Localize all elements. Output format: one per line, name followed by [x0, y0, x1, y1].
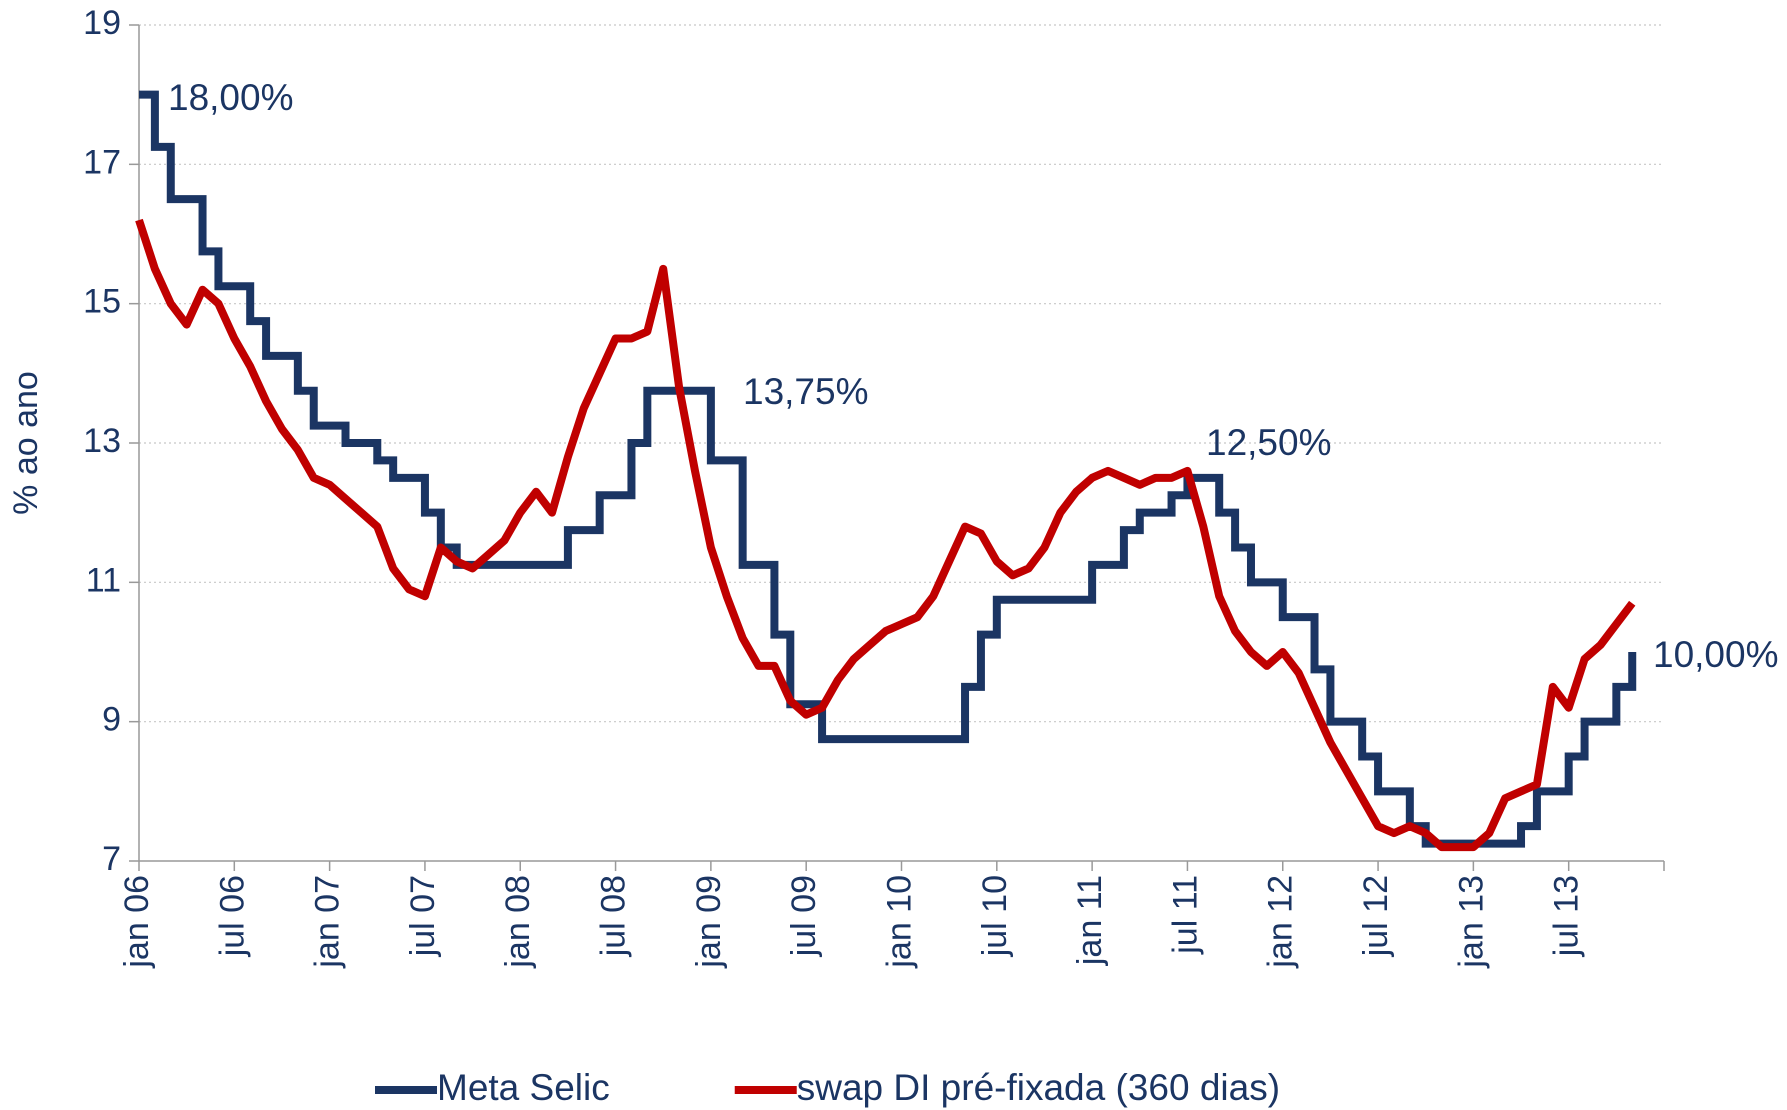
x-tick-label: jan 11 — [1071, 875, 1109, 966]
annotation: 18,00% — [168, 77, 294, 118]
y-axis-label: % ao ano — [7, 371, 45, 515]
legend-label: Meta Selic — [437, 1067, 610, 1108]
legend-label: swap DI pré-fixada (360 dias) — [797, 1067, 1280, 1108]
y-tick-label: 17 — [83, 143, 121, 181]
x-tick-label: jan 08 — [499, 875, 537, 969]
x-tick-label: jul 11 — [1166, 875, 1204, 955]
x-tick-label: jan 06 — [118, 875, 156, 969]
y-tick-label: 7 — [102, 840, 121, 878]
x-tick-label: jul 07 — [404, 875, 442, 957]
x-tick-label: jul 08 — [595, 875, 633, 957]
x-tick-label: jul 09 — [785, 875, 823, 957]
y-tick-label: 15 — [83, 283, 121, 321]
x-tick-label: jan 07 — [309, 875, 347, 969]
annotation: 10,00% — [1653, 634, 1779, 675]
x-tick-label: jan 10 — [880, 875, 918, 969]
y-tick-label: 19 — [83, 4, 121, 42]
x-tick-label: jul 13 — [1548, 875, 1586, 957]
x-tick-label: jan 12 — [1262, 875, 1300, 969]
series-line — [139, 90, 1637, 848]
annotation: 12,50% — [1206, 422, 1332, 463]
x-tick-label: jul 12 — [1357, 875, 1395, 957]
x-tick-label: jul 10 — [976, 875, 1014, 957]
annotation: 13,75% — [743, 371, 869, 412]
x-tick-label: jan 09 — [690, 875, 728, 969]
y-tick-label: 11 — [86, 561, 121, 599]
y-tick-label: 13 — [83, 422, 121, 460]
x-tick-label: jan 13 — [1452, 875, 1490, 969]
y-tick-label: 9 — [102, 701, 121, 739]
x-tick-label: jul 06 — [213, 875, 251, 957]
series-line — [135, 218, 1636, 852]
